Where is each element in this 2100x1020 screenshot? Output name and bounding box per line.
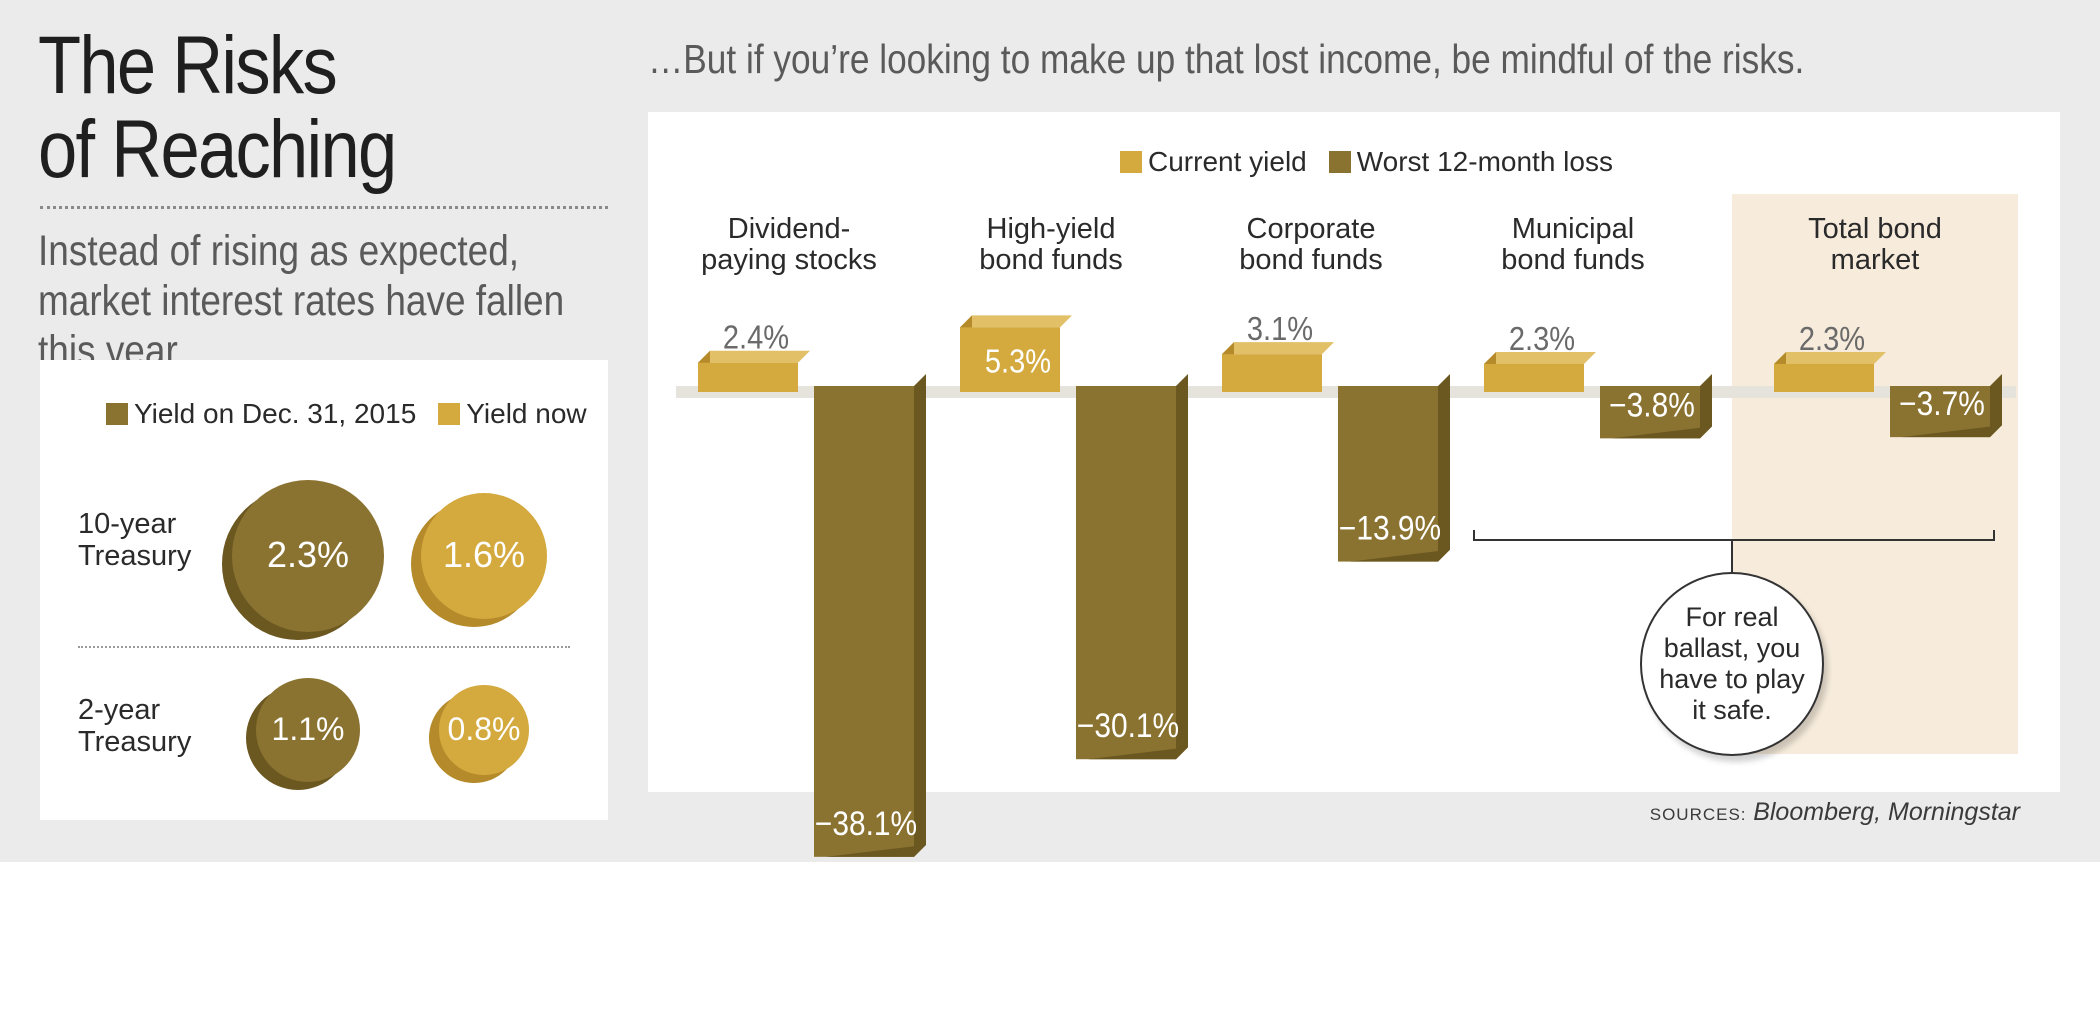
category-label-corporate: Corporate bond funds	[1186, 214, 1436, 276]
yield-bar-top	[1484, 351, 1596, 364]
bracket	[1473, 530, 1995, 541]
callout-line: ballast, you	[1663, 633, 1801, 663]
category-label-total-bond: Total bond market	[1750, 214, 2000, 276]
callout-text: For real ballast, you have to play it safe.	[1659, 602, 1805, 726]
loss-bar	[814, 386, 914, 857]
category-line: market	[1830, 244, 1920, 276]
legend-swatch-gold	[438, 403, 461, 425]
yield-bar	[960, 327, 1060, 392]
category-label-dividend: Dividend- paying stocks	[664, 214, 914, 276]
loss-value-label: −3.7%	[1899, 384, 1985, 422]
row-divider	[78, 646, 570, 648]
loss-bar-side	[1990, 374, 2002, 438]
loss-bar-side	[1700, 374, 1712, 439]
subtitle: Instead of rising as expected, market in…	[38, 227, 565, 375]
category-line: Total bond	[1808, 213, 1942, 245]
yield-bar	[698, 362, 798, 392]
loss-bar-side	[1176, 374, 1188, 760]
bubble-label: 1.1%	[271, 710, 345, 747]
legend-item-now: Yield now	[438, 398, 587, 430]
yield-value-label: 2.4%	[723, 319, 789, 356]
yield-value-label: 2.3%	[1509, 320, 1575, 357]
category-label-high-yield: High-yield bond funds	[926, 214, 1176, 276]
loss-bar-bottom	[1076, 747, 1188, 760]
callout-bubble: For real ballast, you have to play it safe.	[1640, 572, 1824, 756]
title-line-1: The Risks	[38, 20, 338, 111]
legend-label-now: Yield now	[466, 398, 587, 429]
title-line-2: of Reaching	[38, 104, 397, 195]
yield-bar	[1774, 363, 1874, 392]
legend-swatch-dark	[106, 403, 128, 425]
legend-item-worst-loss: Worst 12-month loss	[1328, 146, 1613, 178]
loss-bar-bottom	[1890, 425, 2002, 438]
bubble-label: 1.6%	[442, 534, 526, 576]
loss-bar	[1600, 386, 1700, 439]
yield-value-label: 5.3%	[985, 343, 1051, 380]
loss-bar	[1338, 386, 1438, 562]
bar-legend: Current yield Worst 12-month loss	[1120, 146, 1635, 178]
bubble-dec-2015: 2.3%	[232, 480, 384, 632]
sources-label: SOURCES:	[1649, 805, 1747, 824]
legend-label-current-yield: Current yield	[1148, 146, 1307, 177]
bubble-now: 1.6%	[420, 492, 548, 620]
sources-note: SOURCES: Bloomberg, Morningstar	[1600, 798, 2020, 827]
legend-item-current-yield: Current yield	[1120, 146, 1307, 178]
title-divider	[40, 206, 608, 209]
yield-bar-top	[960, 315, 1072, 328]
bubble-label: 2.3%	[266, 534, 350, 576]
loss-bar-bottom	[814, 844, 926, 857]
legend-label-dec-2015: Yield on Dec. 31, 2015	[134, 398, 417, 429]
yield-value-label: 3.1%	[1247, 310, 1313, 347]
yield-bar-top	[698, 350, 810, 363]
sources-value: Bloomberg, Morningstar	[1753, 798, 2020, 826]
category-line: Municipal	[1511, 213, 1635, 245]
yield-bar	[1484, 363, 1584, 392]
callout-line: have to play	[1659, 664, 1805, 694]
loss-bar-side	[914, 374, 926, 857]
page-title: The Risks of Reaching	[38, 24, 397, 195]
category-line: bond funds	[1501, 244, 1645, 276]
bubble-now: 0.8%	[439, 685, 529, 775]
category-line: Dividend-	[727, 213, 851, 245]
yield-bar	[1222, 354, 1322, 392]
loss-value-label: −30.1%	[1077, 706, 1179, 744]
callout-line: it safe.	[1692, 695, 1772, 725]
loss-bar	[1076, 386, 1176, 760]
bubble-dec-2015: 1.1%	[255, 677, 361, 783]
category-line: Corporate	[1246, 213, 1376, 245]
row-label-10-year: 10-year Treasury	[78, 508, 192, 572]
chart-heading: …But if you’re looking to make up that l…	[648, 36, 1805, 82]
yield-value-label: 2.3%	[1799, 320, 1865, 357]
treasury-legend: Yield on Dec. 31, 2015 Yield now	[106, 398, 609, 430]
loss-bar-bottom	[1338, 549, 1450, 562]
category-line: High-yield	[986, 213, 1116, 245]
loss-bar-side	[1438, 374, 1450, 562]
callout-line: For real	[1685, 602, 1779, 632]
loss-value-label: −13.9%	[1339, 509, 1441, 547]
loss-value-label: −38.1%	[815, 804, 917, 842]
legend-item-dec-2015: Yield on Dec. 31, 2015	[106, 398, 416, 430]
category-line: bond funds	[1239, 244, 1383, 276]
loss-bar-bottom	[1600, 426, 1712, 439]
category-line: bond funds	[979, 244, 1123, 276]
category-label-municipal: Municipal bond funds	[1448, 214, 1698, 276]
legend-swatch-worst-loss	[1328, 151, 1351, 173]
row-label-2-year: 2-year Treasury	[78, 694, 192, 758]
bubble-label: 0.8%	[447, 710, 521, 747]
legend-swatch-current-yield	[1120, 151, 1142, 173]
treasury-panel: Yield on Dec. 31, 2015 Yield now 10-year…	[40, 360, 608, 820]
loss-value-label: −3.8%	[1609, 386, 1695, 424]
yield-bar-top	[1222, 342, 1334, 355]
legend-label-worst-loss: Worst 12-month loss	[1356, 146, 1613, 177]
category-line: paying stocks	[701, 244, 877, 276]
yield-bar-top	[1774, 351, 1886, 364]
